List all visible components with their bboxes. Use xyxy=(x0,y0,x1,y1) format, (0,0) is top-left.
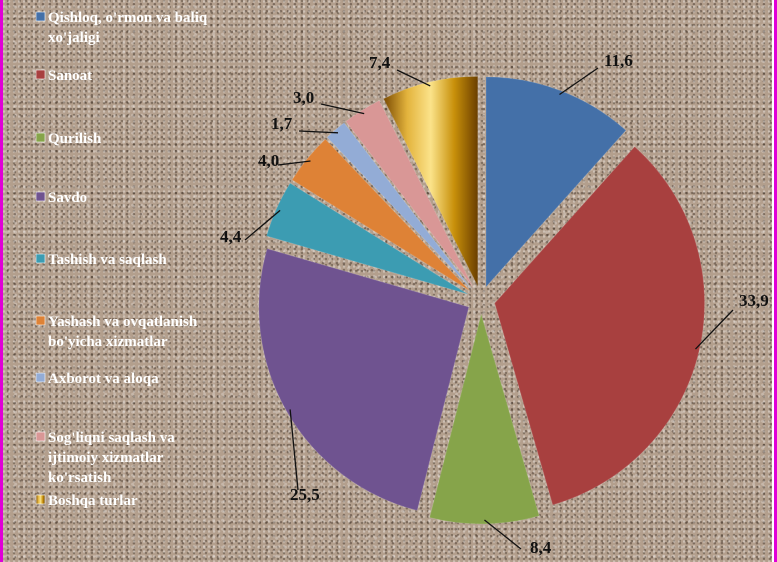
leader-line-3 xyxy=(484,519,522,550)
leader-line-9 xyxy=(396,69,431,87)
pie-slice-6 xyxy=(291,138,471,292)
pie-slice-5 xyxy=(265,182,469,295)
pie-slice-3 xyxy=(428,312,540,525)
legend-swatch-2 xyxy=(35,69,46,80)
legend-swatch-3 xyxy=(35,132,46,143)
legend-label-8-line-1: Sog'liqni saqlash va xyxy=(48,430,175,446)
data-label-4: 25,5 xyxy=(290,485,320,504)
legend-label-1-line-2: xo'jaligi xyxy=(48,30,100,46)
legend-swatch-1 xyxy=(35,11,46,22)
pie-slice-8 xyxy=(345,99,475,289)
legend-label-8-line-2: ijtimoiy xizmatlar xyxy=(48,450,164,466)
data-label-8: 3,0 xyxy=(293,88,314,107)
pie-slice-9 xyxy=(382,75,479,287)
pie-slice-2 xyxy=(494,145,706,506)
legend-label-2: Sanoat xyxy=(48,68,92,84)
legend-label-9: Boshqa turlar xyxy=(48,493,138,509)
data-label-3: 8,4 xyxy=(530,538,552,557)
pie-slice-1 xyxy=(485,76,627,289)
data-label-1: 11,6 xyxy=(604,51,633,70)
leader-line-1 xyxy=(559,67,599,96)
legend-label-1-line-1: Qishloq, o'rmon va baliq xyxy=(48,10,208,26)
pie-slice-7 xyxy=(326,122,473,290)
leader-line-6 xyxy=(277,160,311,166)
data-label-7: 1,7 xyxy=(271,114,293,133)
data-label-9: 7,4 xyxy=(369,53,391,72)
pie-slice-4 xyxy=(258,248,470,512)
data-label-5: 4,4 xyxy=(220,227,242,246)
legend-swatch-4 xyxy=(35,191,46,202)
data-label-6: 4,0 xyxy=(258,151,279,170)
legend-swatch-8 xyxy=(35,431,46,442)
leader-line-4 xyxy=(289,409,299,491)
chart-area: 11,6 33,9 8,4 25,5 4,4 4,0 1,7 3,0 7,4 Qishloq, o… xyxy=(3,0,772,562)
legend-label-7: Axborot va aloqa xyxy=(48,371,159,387)
legend-label-4: Savdo xyxy=(48,190,87,206)
legend-swatch-9 xyxy=(35,494,46,505)
data-label-2: 33,9 xyxy=(739,291,769,310)
legend-swatch-7 xyxy=(35,372,46,383)
leader-line-8 xyxy=(320,103,365,115)
pie-chart: 11,6 33,9 8,4 25,5 4,4 4,0 1,73,0 7,4 Qishloq, o… xyxy=(35,10,769,557)
leader-line-2 xyxy=(694,309,734,350)
legend-label-3: Qurilish xyxy=(48,131,102,147)
legend-swatch-5 xyxy=(35,253,46,264)
legend-swatch-6 xyxy=(35,315,46,326)
legend-label-8-line-3: ko'rsatish xyxy=(48,470,112,486)
leader-line-5 xyxy=(244,209,281,241)
legend-label-6-line-1: Yashash va ovqatlanish xyxy=(48,314,198,330)
leader-line-7 xyxy=(298,130,339,134)
legend-label-5: Tashish va saqlash xyxy=(48,252,167,268)
legend-label-6-line-2: bo'yicha xizmatlar xyxy=(48,334,168,350)
